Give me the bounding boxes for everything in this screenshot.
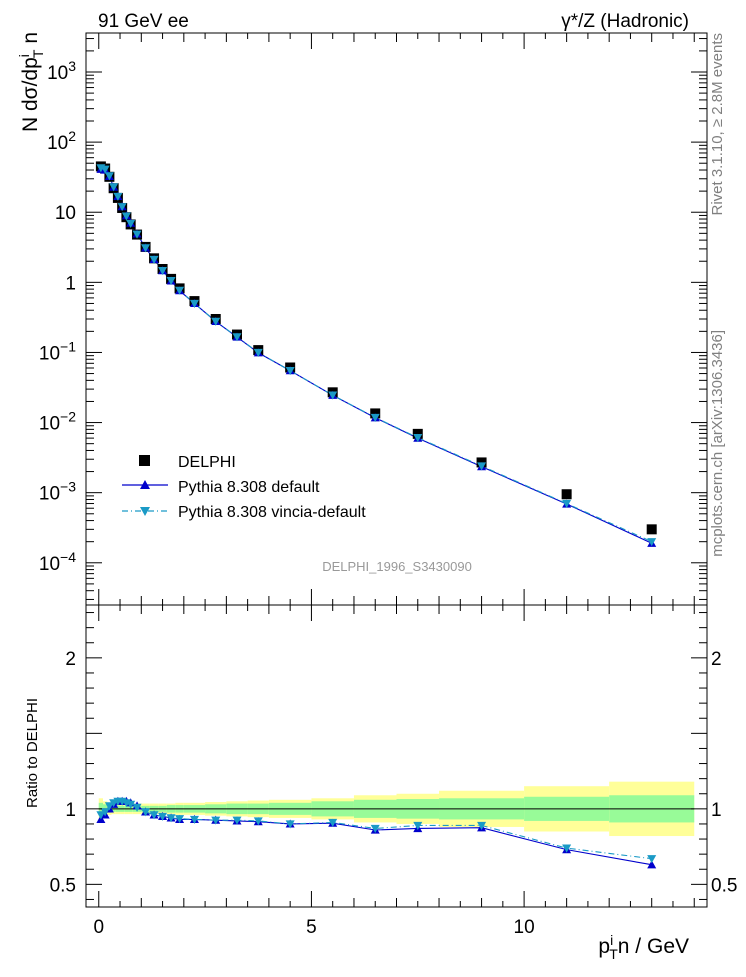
ratio-point: [166, 814, 176, 823]
ratio-point: [562, 844, 572, 853]
x-tick-label: 10: [514, 917, 535, 938]
data-point: [646, 524, 657, 535]
ratio-point: [232, 816, 242, 825]
ratio-y-tick-label-right: 2: [711, 649, 722, 670]
main-y-axis-label: N dσ/dpiT n: [16, 32, 46, 132]
legend-label-mc2: Pythia 8.308 vincia-default: [178, 504, 366, 521]
ratio-y-tick-label: 1: [65, 800, 76, 821]
mc-point: [100, 165, 110, 174]
ratio-point: [100, 808, 110, 817]
mc-point: [562, 499, 572, 509]
ratio-point: [104, 802, 114, 811]
legend-label-mc1: Pythia 8.308 default: [178, 479, 320, 496]
ratio-point: [370, 824, 380, 833]
y-tick-label: 1: [65, 273, 76, 294]
ratio-point: [189, 815, 199, 824]
ratio-point: [141, 808, 151, 817]
ratio-point: [413, 821, 423, 830]
mc-point: [117, 203, 127, 212]
side-mcplots-label: mcplots.cern.ch [arXiv:1306.3436]: [709, 330, 726, 557]
legend-marker-mc2: [140, 507, 150, 516]
ratio-point: [211, 816, 221, 825]
ratio-uncertainty-bands: [98, 781, 695, 837]
legend-marker-delphi: [139, 455, 150, 466]
y-tick-label: 10−2: [39, 409, 76, 435]
mc-point: [158, 267, 168, 276]
ratio-point: [149, 811, 159, 820]
ratio-y-tick-label: 0.5: [50, 875, 76, 896]
ratio-y-tick-label-right: 0.5: [711, 875, 737, 896]
ratio-y-tick-label-right: 1: [711, 800, 722, 821]
legend-marker-mc1: [140, 480, 150, 489]
mc-point: [253, 348, 263, 357]
y-tick-label: 10−4: [39, 549, 76, 575]
ratio-point: [126, 800, 136, 809]
mc-point: [113, 192, 123, 201]
main-series: [95, 161, 657, 547]
y-tick-label: 10−3: [39, 479, 76, 505]
ratio-point: [647, 860, 657, 869]
mc-point: [121, 212, 131, 221]
mc-point: [232, 333, 242, 342]
y-tick-label: 102: [47, 128, 76, 154]
ratio-series: [96, 796, 657, 869]
legend-label-delphi: DELPHI: [178, 454, 236, 471]
mc-point: [126, 219, 136, 229]
mc-point: [149, 255, 159, 264]
ratio-point: [132, 803, 142, 812]
ratio-point: [253, 817, 263, 826]
ratio-point: [647, 855, 657, 864]
mc-point: [370, 413, 380, 423]
y-tick-label: 10: [55, 203, 76, 224]
mc-point: [141, 244, 151, 253]
ratio-y-axis-label: Ratio to DELPHI: [24, 698, 41, 808]
ratio-point: [175, 815, 185, 824]
mc-point: [477, 462, 487, 471]
mc-point: [175, 286, 185, 295]
mc-point: [109, 183, 119, 192]
header-right: γ*/Z (Hadronic): [561, 11, 689, 32]
x-axis-label: pi Tn / GeV: [598, 932, 689, 962]
x-tick-label: 0: [93, 917, 104, 938]
ratio-point: [158, 812, 168, 821]
y-tick-label: 103: [47, 58, 76, 84]
mc-point: [132, 230, 142, 239]
x-tick-label: 5: [306, 917, 317, 938]
ratio-point: [477, 821, 487, 830]
y-tick-label: 10−1: [39, 338, 76, 364]
mc-point: [647, 538, 657, 547]
ratio-point: [96, 811, 106, 820]
ratio-point: [328, 818, 338, 827]
mc-point: [189, 299, 199, 308]
mc-point: [285, 367, 295, 376]
header-left: 91 GeV ee: [98, 11, 189, 32]
ratio-y-tick-label: 2: [65, 649, 76, 670]
ratio-point: [285, 820, 295, 829]
analysis-id-label: DELPHI_1996_S3430090: [322, 559, 472, 574]
mc-point: [211, 317, 221, 326]
side-rivet-label: Rivet 3.1.10, ≥ 2.8M events: [709, 33, 726, 216]
mc-point: [328, 391, 338, 400]
ratio-frame: [85, 604, 708, 908]
mc-point: [413, 434, 423, 443]
legend: DELPHI Pythia 8.308 default Pythia 8.308…: [122, 454, 366, 521]
data-point: [561, 489, 572, 500]
mc-point: [104, 172, 114, 181]
mc-point: [166, 276, 176, 286]
